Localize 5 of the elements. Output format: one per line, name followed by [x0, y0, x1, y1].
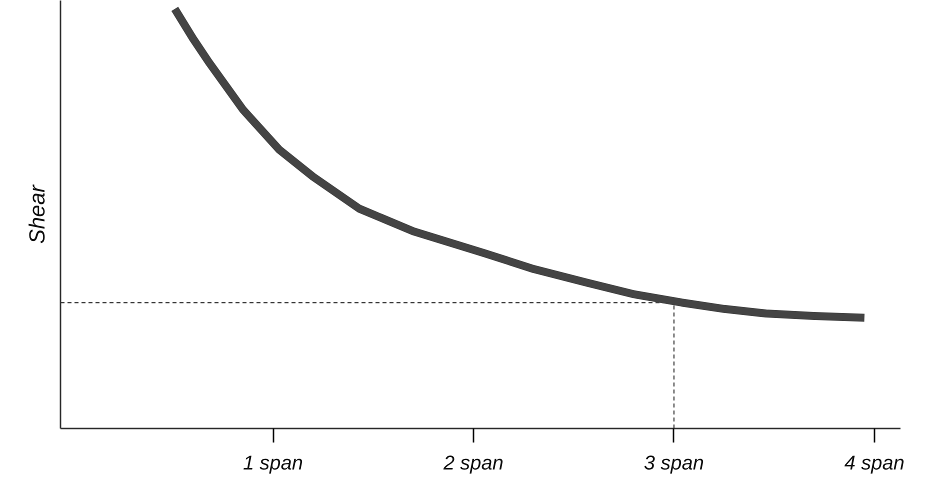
x-tick-label: 1 span [242, 452, 304, 474]
y-axis-title: Shear [24, 183, 50, 244]
x-tick-label: 2 span [442, 452, 504, 474]
x-tick-label: 4 span [844, 452, 904, 474]
x-tick-label: 3 span [644, 452, 704, 474]
